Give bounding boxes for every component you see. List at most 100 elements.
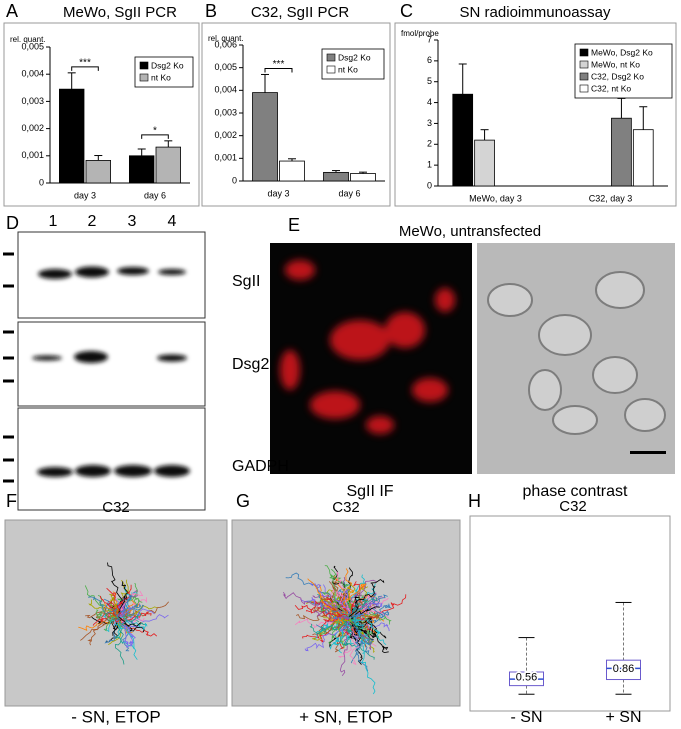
trajectory [116, 594, 133, 618]
trajectory [347, 616, 364, 629]
bar [59, 88, 85, 184]
trajectory [282, 591, 349, 619]
y-tick-label: 2 [427, 139, 432, 149]
y-tick-label: 0,003 [21, 96, 44, 106]
x-tick-label: + SN [605, 709, 641, 726]
trajectory [347, 616, 364, 647]
significance-label: *** [273, 59, 285, 70]
panel-letter: C [400, 1, 413, 21]
y-tick-label: 4 [427, 97, 432, 107]
legend-swatch [139, 61, 149, 70]
trajectory [347, 609, 392, 625]
y-tick-label: 0,001 [214, 153, 237, 163]
trajectory [101, 611, 119, 622]
chart-title: C32 [559, 498, 587, 515]
legend-swatch [579, 72, 589, 81]
band-label: GADPH [232, 458, 289, 475]
trajectory [347, 595, 382, 618]
x-tick-label: - SN [511, 709, 543, 726]
x-tick-label: day 3 [74, 190, 96, 200]
plot-title: C32 [332, 499, 360, 516]
trajectory [342, 583, 367, 618]
trajectory [342, 615, 356, 647]
legend-label: Dsg2 Ko [151, 60, 184, 70]
y-tick-label: 1 [427, 160, 432, 170]
trajectory [117, 611, 142, 625]
trajectory [95, 609, 119, 620]
lane-label: 1 [49, 213, 58, 230]
trajectory [117, 590, 144, 618]
y-axis-label: rel. quant. [10, 35, 46, 44]
y-tick-label: 3 [427, 118, 432, 128]
panel-letter: G [236, 491, 250, 511]
bar [252, 92, 278, 182]
bar [632, 129, 654, 187]
y-tick-label: 0,003 [214, 107, 237, 117]
trajectory [109, 593, 119, 618]
trajectory [346, 614, 374, 646]
plot-caption: + SN, ETOP [299, 707, 393, 726]
trajectory [88, 596, 119, 618]
trajectory [321, 616, 349, 633]
bar [350, 173, 376, 182]
trajectory [346, 579, 385, 619]
panel-letter: D [6, 213, 19, 233]
trajectory [115, 611, 152, 623]
y-tick-label: 0,001 [21, 150, 44, 160]
legend-label: MeWo, Dsg2 Ko [591, 47, 653, 57]
y-tick-label: 0,002 [21, 123, 44, 133]
phase-image [477, 243, 675, 474]
y-tick-label: 0,004 [21, 69, 44, 79]
significance-bracket [71, 66, 99, 71]
y-axis-label: fmol/probe [401, 29, 439, 38]
if-image [270, 243, 472, 474]
lane-label: 2 [88, 213, 97, 230]
trajectory [116, 584, 132, 618]
trajectory [115, 616, 136, 639]
legend-label: C32, Dsg2 Ko [591, 71, 644, 81]
legend-swatch [326, 65, 336, 74]
legend-label: nt Ko [338, 64, 358, 74]
bar [128, 155, 155, 184]
trajectory [95, 611, 119, 622]
bar [323, 171, 349, 182]
panel-letter: A [6, 1, 18, 21]
bar [279, 160, 305, 182]
x-tick-label: day 6 [144, 190, 166, 200]
panel-letter: F [6, 491, 17, 511]
x-tick-label: MeWo, day 3 [469, 193, 522, 203]
legend-swatch [579, 84, 589, 93]
y-tick-label: 0 [232, 175, 237, 185]
western-blot [3, 231, 206, 511]
chart-title: MeWo, SgII PCR [63, 4, 177, 21]
y-tick-label: 0 [39, 177, 44, 187]
significance-bracket [141, 134, 169, 139]
bar [611, 117, 632, 187]
trajectory [117, 613, 133, 648]
image-caption: phase contrast [523, 483, 629, 500]
trajectory [347, 616, 359, 628]
y-tick-label: 5 [427, 76, 432, 86]
bar [155, 146, 182, 184]
y-tick-label: 0,004 [214, 85, 237, 95]
legend [574, 43, 673, 99]
trajectory [324, 565, 350, 618]
trajectory [347, 596, 378, 618]
significance-label: * [153, 125, 157, 136]
significance-label: *** [79, 57, 91, 68]
trajectory [328, 581, 349, 618]
y-tick-label: 0,002 [214, 130, 237, 140]
x-tick-label: day 6 [338, 188, 360, 198]
trajectory [307, 578, 349, 625]
trajectory [329, 616, 351, 650]
trajectory [117, 605, 135, 618]
trajectory [116, 603, 142, 621]
bar [85, 160, 112, 184]
band-label: SgII [232, 273, 260, 290]
x-tick-label: day 3 [267, 188, 289, 198]
legend-swatch [326, 53, 336, 62]
trajectory [347, 606, 380, 620]
panel-letter: H [468, 491, 481, 511]
lane-label: 3 [128, 213, 137, 230]
band-label: Dsg2 [232, 356, 269, 373]
